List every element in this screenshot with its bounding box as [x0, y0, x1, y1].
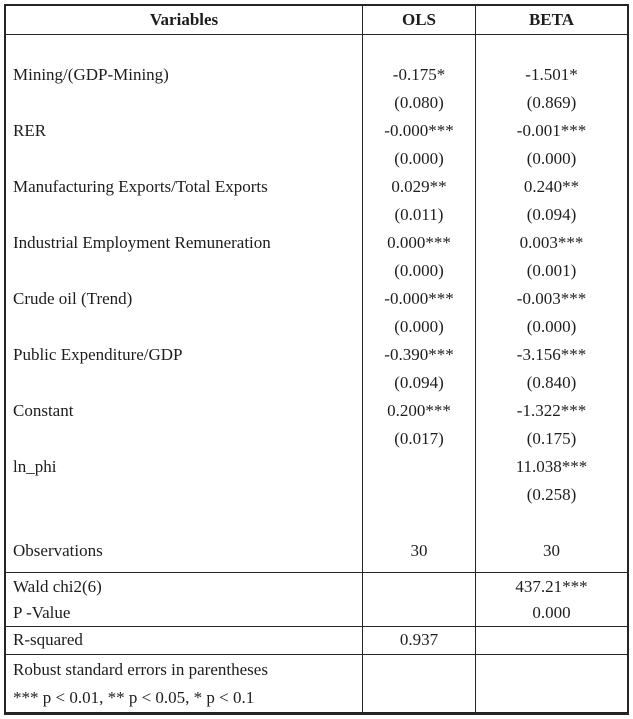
- var-row-11: [6, 369, 362, 397]
- r-squared-ols-value: 0.937: [399, 630, 439, 649]
- var-row-15: [6, 481, 362, 509]
- var-row-3: [6, 145, 362, 173]
- var-row-5: [6, 201, 362, 229]
- wald-beta-value: 437.21***: [515, 577, 588, 596]
- var-row-6: Industrial Employment Remuneration: [13, 233, 271, 252]
- wald-label: Wald chi2(6): [13, 577, 102, 596]
- header-ols: OLS: [363, 6, 476, 34]
- column-variables: Mining/(GDP-Mining) RER Manufacturing Ex…: [6, 35, 363, 572]
- beta-row-2: -0.001***: [516, 121, 587, 140]
- beta-row-15: (0.258): [526, 485, 577, 504]
- notes-beta-empty-cell: [476, 655, 627, 712]
- column-beta: -1.501* (0.869) -0.001*** (0.000) 0.240*…: [476, 35, 627, 572]
- var-row-4: Manufacturing Exports/Total Exports: [13, 177, 268, 196]
- ols-row-14: [363, 453, 475, 481]
- var-row-7: [6, 257, 362, 285]
- pvalue-label: P -Value: [13, 603, 71, 622]
- ols-row-2: -0.000***: [384, 121, 454, 140]
- regression-results-table: Variables OLS BETA Mining/(GDP-Mining) R…: [4, 4, 629, 715]
- r-squared-beta-cell: [476, 627, 627, 654]
- beta-row-11: (0.840): [526, 373, 577, 392]
- table-header-row: Variables OLS BETA: [6, 6, 627, 35]
- var-row-16: [6, 509, 362, 537]
- notes-ols-empty-cell: [363, 655, 476, 712]
- note-significance-codes: *** p < 0.01, ** p < 0.05, * p < 0.1: [13, 688, 255, 707]
- ols-row-13: (0.017): [394, 429, 444, 448]
- beta-row-8: -0.003***: [516, 289, 587, 308]
- stats-beta-cell: 437.21*** 0.000: [476, 573, 627, 626]
- var-row-17: Observations: [13, 541, 103, 560]
- table-body: Mining/(GDP-Mining) RER Manufacturing Ex…: [6, 35, 627, 573]
- ols-row-16: [363, 509, 475, 537]
- ols-row-11: (0.094): [394, 373, 444, 392]
- notes-block: Robust standard errors in parentheses **…: [6, 655, 627, 712]
- var-row-2: RER: [13, 121, 47, 140]
- beta-row-4: 0.240**: [523, 177, 580, 196]
- beta-row-12: -1.322***: [516, 401, 587, 420]
- beta-row-13: (0.175): [526, 429, 577, 448]
- beta-row-1: (0.869): [526, 93, 577, 112]
- ols-row-7: (0.000): [394, 261, 444, 280]
- header-variables: Variables: [6, 6, 363, 34]
- r-squared-ols-cell: 0.937: [363, 627, 476, 654]
- beta-row-6: 0.003***: [519, 233, 584, 252]
- r-squared-label-cell: R-squared: [6, 627, 363, 654]
- beta-row-9: (0.000): [526, 317, 577, 336]
- header-beta: BETA: [528, 10, 575, 29]
- ols-row-0: -0.175*: [392, 65, 446, 84]
- stats-labels: Wald chi2(6) P -Value: [6, 573, 363, 626]
- ols-row-17: 30: [410, 541, 428, 560]
- r-squared-label: R-squared: [13, 630, 83, 649]
- beta-row-3: (0.000): [526, 149, 577, 168]
- beta-row-16: [476, 509, 627, 537]
- var-row-0: Mining/(GDP-Mining): [13, 65, 169, 84]
- ols-row-8: -0.000***: [384, 289, 454, 308]
- var-row-12: Constant: [13, 401, 74, 420]
- ols-row-4: 0.029**: [391, 177, 447, 196]
- beta-row-5: (0.094): [526, 205, 577, 224]
- beta-row-17: 30: [543, 541, 560, 560]
- ols-row-3: (0.000): [394, 149, 444, 168]
- stats-block: Wald chi2(6) P -Value 437.21*** 0.000: [6, 573, 627, 627]
- pvalue-beta-value: 0.000: [532, 603, 571, 622]
- stats-ols-cell: [363, 573, 476, 626]
- notes-cell: Robust standard errors in parentheses **…: [6, 655, 363, 712]
- r-squared-row: R-squared 0.937: [6, 627, 627, 655]
- ols-row-15: [363, 481, 475, 509]
- beta-row-0: -1.501*: [525, 65, 578, 84]
- ols-row-10: -0.390***: [384, 345, 454, 364]
- ols-row-1: (0.080): [394, 93, 444, 112]
- var-row-1: [6, 89, 362, 117]
- ols-row-9: (0.000): [394, 317, 444, 336]
- var-row-13: [6, 425, 362, 453]
- wald-ols-value: [363, 574, 475, 600]
- var-row-8: Crude oil (Trend): [13, 289, 133, 308]
- var-row-9: [6, 313, 362, 341]
- beta-row-7: (0.001): [526, 261, 577, 280]
- pvalue-ols-value: [363, 600, 475, 626]
- note-robust-se: Robust standard errors in parentheses: [13, 660, 268, 679]
- ols-row-12: 0.200***: [387, 401, 451, 420]
- ols-row-6: 0.000***: [387, 233, 451, 252]
- column-ols: -0.175* (0.080) -0.000*** (0.000) 0.029*…: [363, 35, 476, 572]
- var-row-14: ln_phi: [13, 457, 57, 476]
- var-row-10: Public Expenditure/GDP: [13, 345, 183, 364]
- r-squared-beta-value: [476, 627, 627, 653]
- beta-row-10: -3.156***: [516, 345, 587, 364]
- beta-row-14: 11.038***: [515, 457, 588, 476]
- ols-row-5: (0.011): [394, 205, 444, 224]
